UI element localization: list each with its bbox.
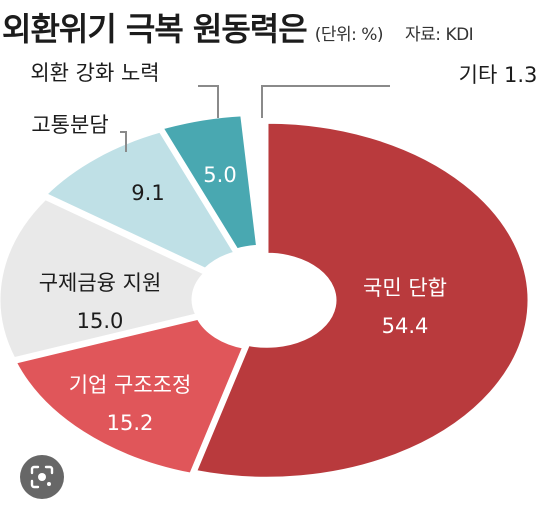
leader-line-3 xyxy=(120,131,127,152)
slice-3 xyxy=(42,129,238,272)
title-row: 외환위기 극복 원동력은 (단위: %) 자료: KDI xyxy=(0,4,540,60)
leader-line-4 xyxy=(198,85,219,118)
slice-label-3: 고통분담 xyxy=(31,113,108,137)
slice-label-4: 외환 강화 노력 xyxy=(30,61,159,85)
lens-icon xyxy=(30,465,54,489)
slice-value-4: 5.0 xyxy=(203,163,236,187)
slice-value-3: 9.1 xyxy=(131,181,164,205)
slice-5 xyxy=(241,110,267,246)
slice-label-0: 국민 단합 xyxy=(363,276,447,300)
slice-label-1: 기업 구조조정 xyxy=(69,373,192,397)
slice-label-2: 구제금융 지원 xyxy=(39,271,162,295)
slice-label-5: 기타 1.3 xyxy=(459,63,538,87)
slice-1 xyxy=(12,316,246,476)
leader-line-5 xyxy=(261,85,390,118)
slice-value-0: 54.4 xyxy=(382,314,429,338)
slice-value-1: 15.2 xyxy=(107,411,154,435)
slice-value-2: 15.0 xyxy=(77,309,124,333)
slice-4 xyxy=(159,113,260,252)
chart-title: 외환위기 극복 원동력은 xyxy=(2,10,308,48)
slice-2 xyxy=(0,196,208,361)
slice-0 xyxy=(193,120,531,480)
lens-button[interactable] xyxy=(20,455,64,499)
chart-source: 자료: KDI xyxy=(405,25,474,45)
chart-unit: (단위: %) xyxy=(314,25,384,45)
